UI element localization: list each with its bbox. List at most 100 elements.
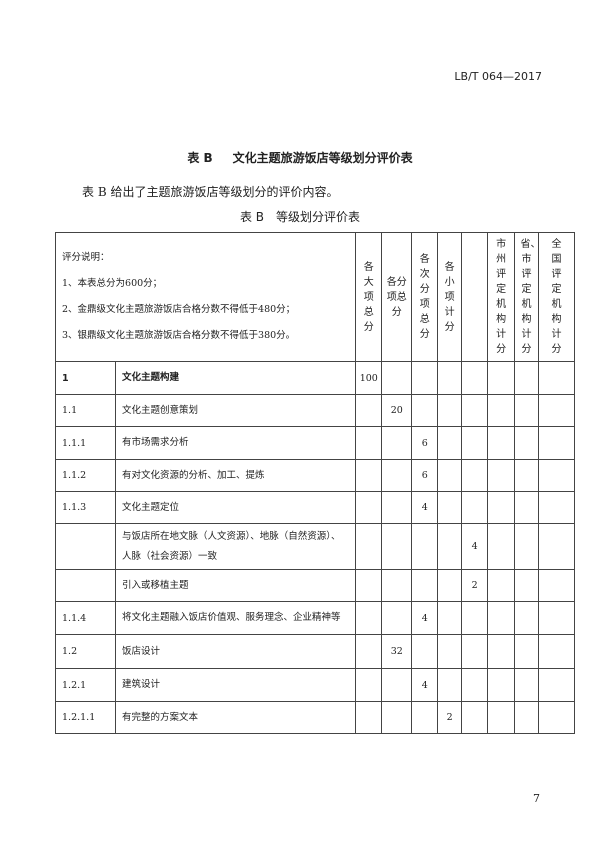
- item-code: 1.1: [55, 394, 116, 427]
- item-description: 有对文化资源的分析、加工、提炼: [114, 459, 357, 492]
- column-header: 省、市评定机构计分: [514, 232, 541, 362]
- item-code: [55, 523, 116, 570]
- score-cell: [437, 634, 463, 669]
- score-cell: [461, 459, 489, 492]
- item-description: 建筑设计: [114, 668, 357, 702]
- score-cell: 32: [381, 634, 413, 669]
- scoring-notes: 评分说明： 1、本表总分为600分； 2、金鼎级文化主题旅游饭店合格分数不得低于…: [54, 232, 357, 362]
- item-code: 1.1.1: [55, 426, 116, 460]
- appendix-label: 表 B: [187, 151, 213, 165]
- score-cell: [514, 426, 539, 460]
- score-cell: [355, 601, 383, 635]
- score-cell: [381, 426, 413, 460]
- item-description: 将文化主题融入饭店价值观、服务理念、企业精神等: [114, 601, 357, 635]
- table-row: 引入或移植主题 2: [55, 569, 575, 602]
- score-cell: [538, 394, 575, 427]
- score-cell: 100: [355, 361, 383, 395]
- score-cell: 4: [411, 491, 439, 524]
- standard-number: LB/T 064—2017: [454, 70, 542, 83]
- score-cell: [461, 426, 489, 460]
- item-code: 1.2.1: [55, 668, 116, 702]
- score-cell: [461, 701, 489, 734]
- score-cell: [538, 491, 575, 524]
- score-cell: [437, 569, 463, 602]
- score-cell: [381, 668, 413, 702]
- appendix-title: 表 B 文化主题旅游饭店等级划分评价表: [0, 149, 600, 166]
- score-cell: [538, 361, 575, 395]
- score-cell: [355, 634, 383, 669]
- column-header: 各分项总分: [381, 232, 413, 362]
- score-cell: [487, 459, 516, 492]
- score-cell: [461, 668, 489, 702]
- score-cell: [437, 491, 463, 524]
- table-row: 1.2 饭店设计 32: [55, 634, 575, 669]
- score-cell: [514, 361, 539, 395]
- evaluation-table: 评分说明： 1、本表总分为600分； 2、金鼎级文化主题旅游饭店合格分数不得低于…: [54, 232, 575, 734]
- score-cell: [437, 668, 463, 702]
- score-cell: [487, 361, 516, 395]
- score-cell: 4: [461, 523, 489, 570]
- item-code: [55, 569, 116, 602]
- score-cell: [487, 701, 516, 734]
- item-code: 1: [55, 361, 116, 395]
- score-cell: [381, 459, 413, 492]
- table-row: 1.1.3 文化主题定位 4: [55, 491, 575, 524]
- item-description: 饭店设计: [114, 634, 357, 669]
- note: 2、金鼎级文化主题旅游饭店合格分数不得低于480分；: [62, 304, 296, 315]
- column-header: [461, 232, 489, 362]
- table-title-text: 等级划分评价表: [276, 210, 361, 224]
- item-code: 1.1.4: [55, 601, 116, 635]
- column-header: 全国评定机构计分: [538, 232, 575, 362]
- score-cell: [487, 569, 516, 602]
- column-header: 各大项总分: [355, 232, 383, 362]
- score-cell: [538, 601, 575, 635]
- score-cell: [514, 523, 539, 570]
- item-code: 1.2: [55, 634, 116, 669]
- header-row: 评分说明： 1、本表总分为600分； 2、金鼎级文化主题旅游饭店合格分数不得低于…: [54, 232, 575, 362]
- score-cell: [411, 569, 439, 602]
- item-description: 有完整的方案文本: [114, 701, 357, 734]
- score-cell: 2: [461, 569, 489, 602]
- score-cell: [411, 523, 439, 570]
- score-cell: [411, 394, 439, 427]
- score-cell: [411, 701, 439, 734]
- score-cell: [461, 361, 489, 395]
- item-description: 与饭店所在地文脉（人文资源）、地脉（自然资源）、人脉（社会资源）一致: [114, 523, 357, 570]
- score-cell: [538, 426, 575, 460]
- score-cell: [514, 569, 539, 602]
- score-cell: [487, 394, 516, 427]
- score-cell: 6: [411, 426, 439, 460]
- column-header: 市州评定机构计分: [487, 232, 516, 362]
- score-cell: [437, 361, 463, 395]
- score-cell: [514, 634, 539, 669]
- table-label: 表 B: [239, 210, 265, 224]
- item-description: 文化主题构建: [114, 361, 357, 395]
- table-row: 1.1.1 有市场需求分析 6: [55, 426, 575, 460]
- score-cell: [411, 634, 439, 669]
- item-description: 有市场需求分析: [114, 426, 357, 460]
- page-number: 7: [533, 792, 540, 805]
- score-cell: [514, 491, 539, 524]
- item-code: 1.1.3: [55, 491, 116, 524]
- score-cell: [487, 601, 516, 635]
- item-code: 1.1.2: [55, 459, 116, 492]
- score-cell: [355, 426, 383, 460]
- score-cell: [538, 701, 575, 734]
- score-cell: [355, 668, 383, 702]
- score-cell: 2: [437, 701, 463, 734]
- score-cell: [487, 634, 516, 669]
- score-cell: [437, 394, 463, 427]
- score-cell: [437, 459, 463, 492]
- score-cell: [538, 668, 575, 702]
- score-cell: [355, 394, 383, 427]
- score-cell: 4: [411, 601, 439, 635]
- score-cell: [381, 523, 413, 570]
- score-cell: [355, 491, 383, 524]
- score-cell: [381, 701, 413, 734]
- table-row: 1.1 文化主题创意策划 20: [55, 394, 575, 427]
- table-title: 表 B 等级划分评价表: [0, 208, 600, 225]
- score-cell: [411, 361, 439, 395]
- score-cell: [461, 491, 489, 524]
- intro-text: 表 B 给出了主题旅游饭店等级划分的评价内容。: [82, 185, 339, 199]
